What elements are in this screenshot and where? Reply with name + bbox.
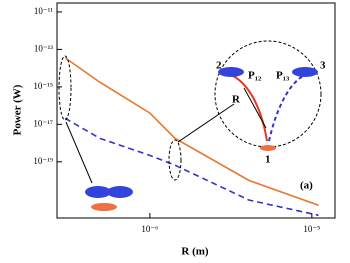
y-tick-label: 10⁻¹³: [34, 43, 53, 53]
annotation: R: [232, 94, 241, 106]
annotations: [58, 40, 322, 184]
ellipse: [168, 139, 182, 181]
annotation: 3: [320, 60, 326, 72]
x-tick-label: 10⁻⁶: [141, 224, 158, 234]
annotation: (a): [300, 180, 313, 192]
y-tick-label: 10⁻¹⁵: [33, 81, 53, 91]
inset-path: [232, 75, 268, 142]
blob: [107, 186, 133, 198]
inset-path: [268, 75, 304, 142]
series-line: [64, 57, 319, 206]
arrow: [243, 87, 267, 129]
arrow: [177, 103, 235, 143]
y-axis-label: Power (W): [12, 84, 24, 135]
x-axis-label: R (m): [181, 246, 209, 258]
plot-frame: [56, 2, 336, 219]
blob: [260, 145, 276, 151]
y-tick-label: 10⁻¹¹: [34, 6, 53, 16]
blob: [218, 67, 244, 77]
y-tick-label: 10⁻¹⁷: [33, 118, 53, 128]
blob: [85, 186, 111, 198]
annotation: P₁₂: [248, 70, 262, 82]
x-tick-label: 10⁻⁵: [303, 224, 320, 234]
inset-circle: [214, 40, 322, 148]
ellipse: [58, 55, 72, 121]
annotation: P₁₃: [276, 70, 290, 82]
series-line: [64, 117, 319, 217]
blob: [292, 67, 318, 77]
plot: 10⁻¹⁹ 10⁻¹⁷ 10⁻¹⁵ 10⁻¹³ 10⁻¹¹ 10⁻⁶ 10⁻⁵: [33, 6, 320, 234]
annotation: 1: [265, 154, 271, 166]
blob: [91, 203, 117, 211]
annotation: 2: [216, 60, 222, 72]
arrow: [65, 121, 93, 184]
blobs: [85, 67, 318, 211]
y-tick-label: 10⁻¹⁹: [33, 156, 53, 166]
